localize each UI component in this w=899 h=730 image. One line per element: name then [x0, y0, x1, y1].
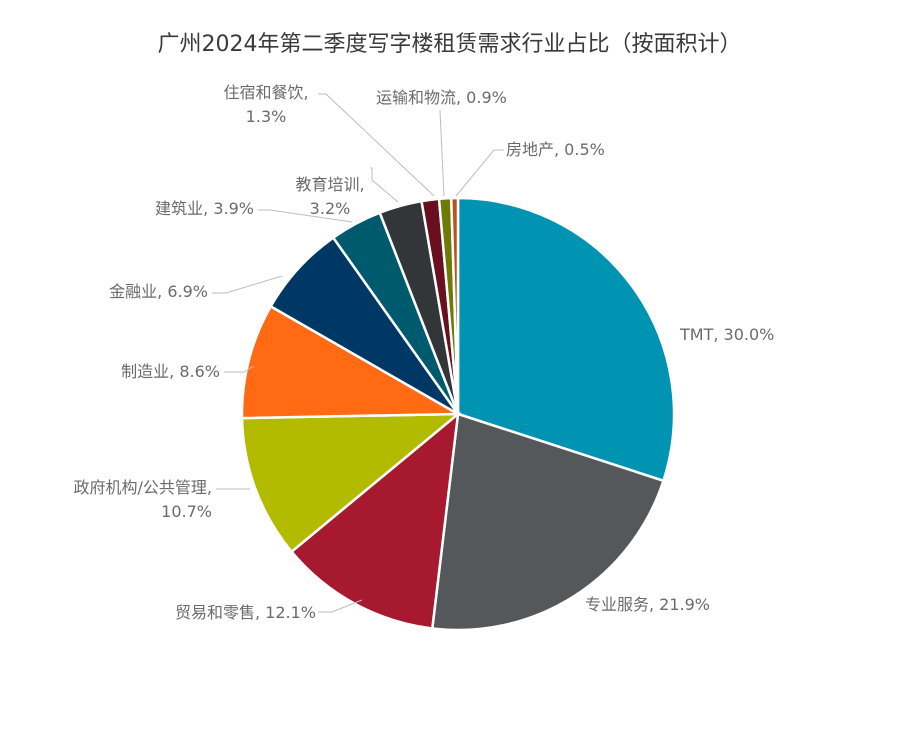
- slice-label: 运输和物流, 0.9%: [376, 88, 507, 107]
- leader-line: [318, 599, 363, 613]
- leader-line: [258, 209, 353, 223]
- pie-slice: [430, 412, 666, 632]
- slice-label: 专业服务, 21.9%: [585, 595, 710, 614]
- leader-line: [212, 275, 283, 294]
- slice-label: 金融业, 6.9%: [109, 282, 208, 301]
- leader-line: [439, 110, 445, 197]
- chart-title: 广州2024年第二季度写字楼租赁需求行业占比（按面积计）: [157, 32, 742, 57]
- slice-label: 建筑业, 3.9%: [155, 199, 254, 218]
- pie-slice: [449, 196, 460, 415]
- leader-line: [455, 149, 504, 197]
- pie-slice: [289, 411, 460, 630]
- leader-lines: [212, 93, 504, 613]
- pie-slices: [240, 196, 676, 632]
- slice-labels: TMT, 30.0% 专业服务, 21.9% 贸易和零售, 12.1% 政府机构/公共…: [74, 83, 775, 622]
- slice-label: 教育培训, 3.2%: [295, 175, 364, 218]
- slice-label: 政府机构/公共管理, 10.7%: [74, 478, 212, 521]
- leader-line: [224, 365, 255, 373]
- leader-line: [318, 93, 435, 197]
- pie-slice: [240, 412, 462, 554]
- slice-label: 贸易和零售, 12.1%: [175, 603, 316, 622]
- slice-label: 住宿和餐饮, 1.3%: [223, 83, 308, 126]
- pie-slice: [456, 196, 676, 483]
- pie-slice: [240, 304, 463, 420]
- slice-label: TMT, 30.0%: [679, 325, 774, 344]
- slice-label: 制造业, 8.6%: [121, 362, 220, 381]
- leader-line: [370, 167, 399, 203]
- slice-label: 房地产, 0.5%: [506, 140, 605, 159]
